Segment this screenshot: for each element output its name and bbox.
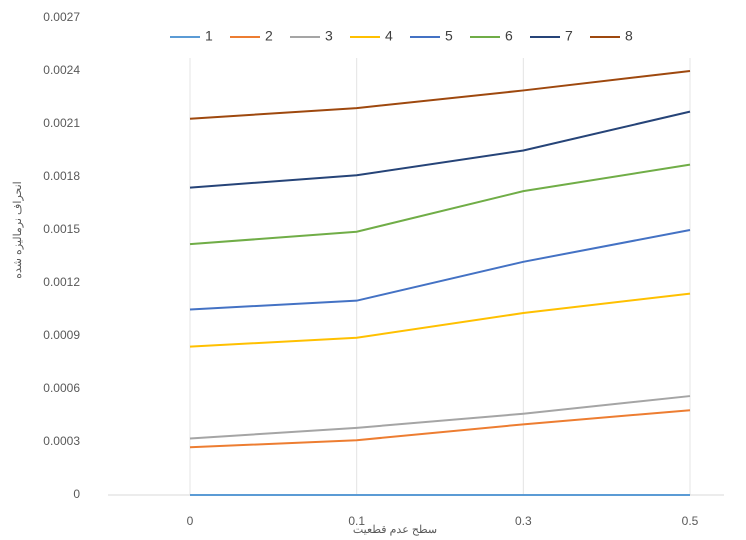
legend: 1 2 3 4 5 6 7 8: [170, 28, 633, 44]
x-axis-label: سطح عدم قطعیت: [353, 524, 437, 536]
y-tick-label: 0: [73, 487, 80, 501]
legend-label: 4: [385, 28, 393, 44]
y-tick-label: 0.0027: [43, 10, 80, 24]
legend-label: 5: [445, 28, 453, 44]
x-tick-label: 0.5: [682, 514, 699, 528]
y-tick-label: 0.0021: [43, 116, 80, 130]
series-line: [189, 409, 691, 449]
series-line: [189, 110, 691, 189]
y-tick-label: 0.0009: [43, 328, 80, 342]
series-line: [189, 70, 691, 120]
series-line: [189, 395, 691, 440]
legend-label: 8: [625, 28, 633, 44]
legend-label: 1: [205, 28, 213, 44]
series-line: [189, 163, 691, 246]
legend-label: 3: [325, 28, 333, 44]
legend-label: 7: [565, 28, 573, 44]
y-tick-label: 0.0006: [43, 381, 80, 395]
y-axis-label: انحراف نرمالیزه شده: [12, 181, 24, 279]
y-tick-label: 0.0003: [43, 434, 80, 448]
x-tick-label: 0.3: [515, 514, 532, 528]
y-tick-label: 0.0024: [43, 63, 80, 77]
series-line: [189, 292, 691, 348]
y-tick-label: 0.0015: [43, 222, 80, 236]
y-tick-label: 0.0012: [43, 275, 80, 289]
x-tick-label: 0.1: [348, 514, 365, 528]
series-line: [189, 229, 691, 311]
legend-label: 6: [505, 28, 513, 44]
y-tick-label: 0.0018: [43, 169, 80, 183]
x-tick-label: 0: [187, 514, 194, 528]
legend-label: 2: [265, 28, 273, 44]
